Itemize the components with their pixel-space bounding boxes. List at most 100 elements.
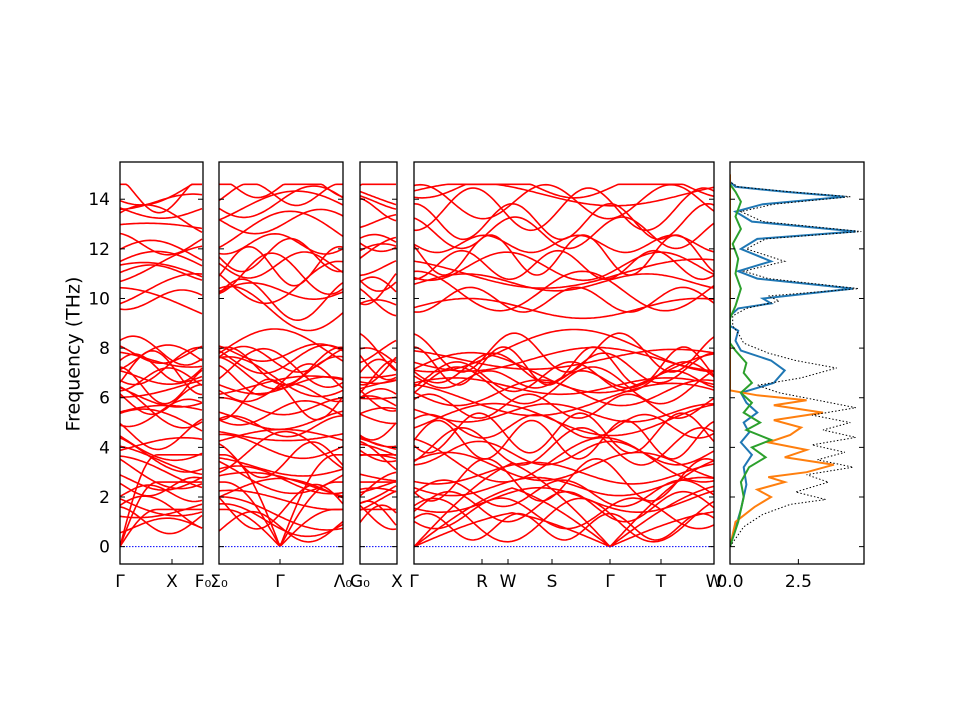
band-line <box>120 222 203 230</box>
band-line <box>414 187 714 232</box>
band-line <box>219 489 343 511</box>
band-line <box>219 210 343 249</box>
band-line <box>414 393 714 420</box>
band-line <box>414 216 714 250</box>
band-line <box>219 232 343 255</box>
band-line <box>360 233 397 243</box>
band-line <box>120 264 203 281</box>
band-line <box>219 496 343 531</box>
band-line <box>414 351 714 394</box>
band-line <box>219 363 343 396</box>
band-line <box>120 183 202 206</box>
band-line <box>120 436 203 452</box>
band-line <box>219 282 343 300</box>
band-line <box>414 457 714 502</box>
band-panel-2 <box>219 183 343 548</box>
panel-frame <box>359 161 398 565</box>
band-line <box>219 430 343 442</box>
band-line <box>414 419 714 460</box>
band-line <box>414 258 714 289</box>
band-line <box>219 343 343 362</box>
band-line <box>414 352 714 384</box>
y-axis-title: Frequency (THz) <box>63 277 85 432</box>
band-line <box>120 207 203 219</box>
band-line <box>219 430 343 474</box>
dos-x-tick-label: 0.0 <box>716 572 743 592</box>
band-line <box>414 361 714 393</box>
band-line <box>219 252 343 296</box>
band-line <box>360 490 397 512</box>
y-tick-label: 6 <box>99 389 110 409</box>
band-panel-clip <box>120 183 203 548</box>
band-line <box>219 245 343 287</box>
x-tick-label: F₀ <box>195 572 212 592</box>
band-line <box>120 503 203 519</box>
band-line <box>414 402 714 423</box>
band-line <box>360 435 397 448</box>
band-line <box>219 190 343 221</box>
x-tick-label: Γ <box>115 572 125 592</box>
band-line <box>360 339 397 364</box>
band-line <box>120 245 203 283</box>
band-line <box>414 451 714 482</box>
band-line <box>120 367 203 392</box>
band-line <box>219 344 343 375</box>
band-line <box>120 344 203 371</box>
band-panel-3 <box>360 183 397 548</box>
band-line <box>120 497 203 517</box>
band-line <box>360 485 397 505</box>
band-line <box>120 435 203 462</box>
x-tick-label: Λ₀ <box>334 572 353 592</box>
band-line <box>219 260 343 305</box>
band-panel-clip <box>414 183 714 548</box>
band-line <box>120 506 203 535</box>
band-line <box>120 349 203 396</box>
x-tick-label: Γ <box>275 572 285 592</box>
band-line <box>360 354 397 381</box>
band-line <box>120 455 203 489</box>
band-line <box>360 388 397 399</box>
band-line <box>219 441 343 479</box>
band-line <box>360 504 397 531</box>
band-line <box>120 386 203 408</box>
band-line <box>120 370 203 385</box>
y-tick-label: 8 <box>99 339 110 359</box>
band-line <box>414 511 714 548</box>
band-line <box>219 415 343 438</box>
band-line <box>120 239 203 261</box>
band-line <box>414 346 714 372</box>
band-line <box>360 183 396 187</box>
band-line <box>219 328 343 362</box>
dos-series-3 <box>730 183 774 547</box>
x-tick-label: X <box>391 572 403 592</box>
band-line <box>414 202 714 241</box>
band-line <box>360 500 397 526</box>
band-line <box>360 213 397 229</box>
y-tick-label: 4 <box>99 438 110 458</box>
band-line <box>120 193 203 211</box>
band-line <box>360 443 397 457</box>
band-line <box>219 376 343 395</box>
band-line <box>219 460 343 495</box>
band-line <box>120 250 203 267</box>
band-line <box>414 497 714 530</box>
x-tick-label: Σ₀ <box>210 572 228 592</box>
band-line <box>414 346 714 386</box>
band-panel-1 <box>120 183 203 548</box>
band-line <box>219 503 343 538</box>
dos-series-4 <box>730 181 862 547</box>
band-line <box>360 190 397 206</box>
band-line <box>414 348 714 370</box>
band-line <box>219 510 343 543</box>
band-line <box>120 458 203 490</box>
band-line <box>414 297 714 320</box>
y-tick-label: 14 <box>88 190 110 210</box>
band-line <box>360 396 397 400</box>
band-line <box>120 495 203 529</box>
band-line <box>120 404 203 413</box>
band-panel-clip <box>219 183 343 548</box>
y-tick-label: 0 <box>99 538 110 558</box>
band-line <box>414 497 714 543</box>
band-line <box>414 476 714 497</box>
band-line <box>414 234 714 276</box>
